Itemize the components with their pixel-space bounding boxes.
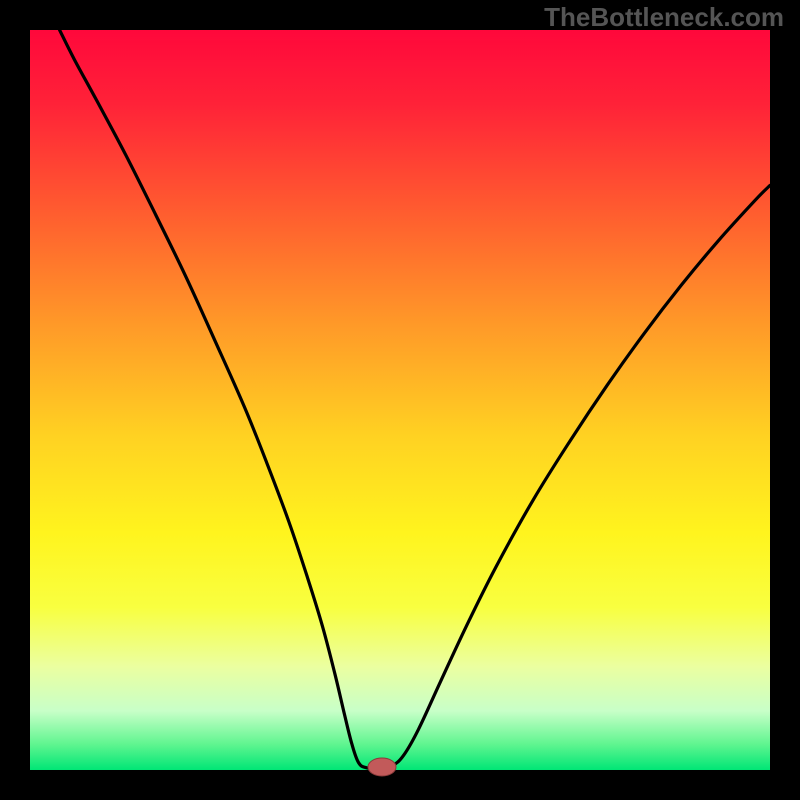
minimum-marker [366, 756, 398, 778]
chart-frame: TheBottleneck.com [0, 0, 800, 800]
watermark-text: TheBottleneck.com [544, 2, 784, 33]
plot-area [30, 30, 770, 770]
bottleneck-curve [30, 30, 770, 770]
